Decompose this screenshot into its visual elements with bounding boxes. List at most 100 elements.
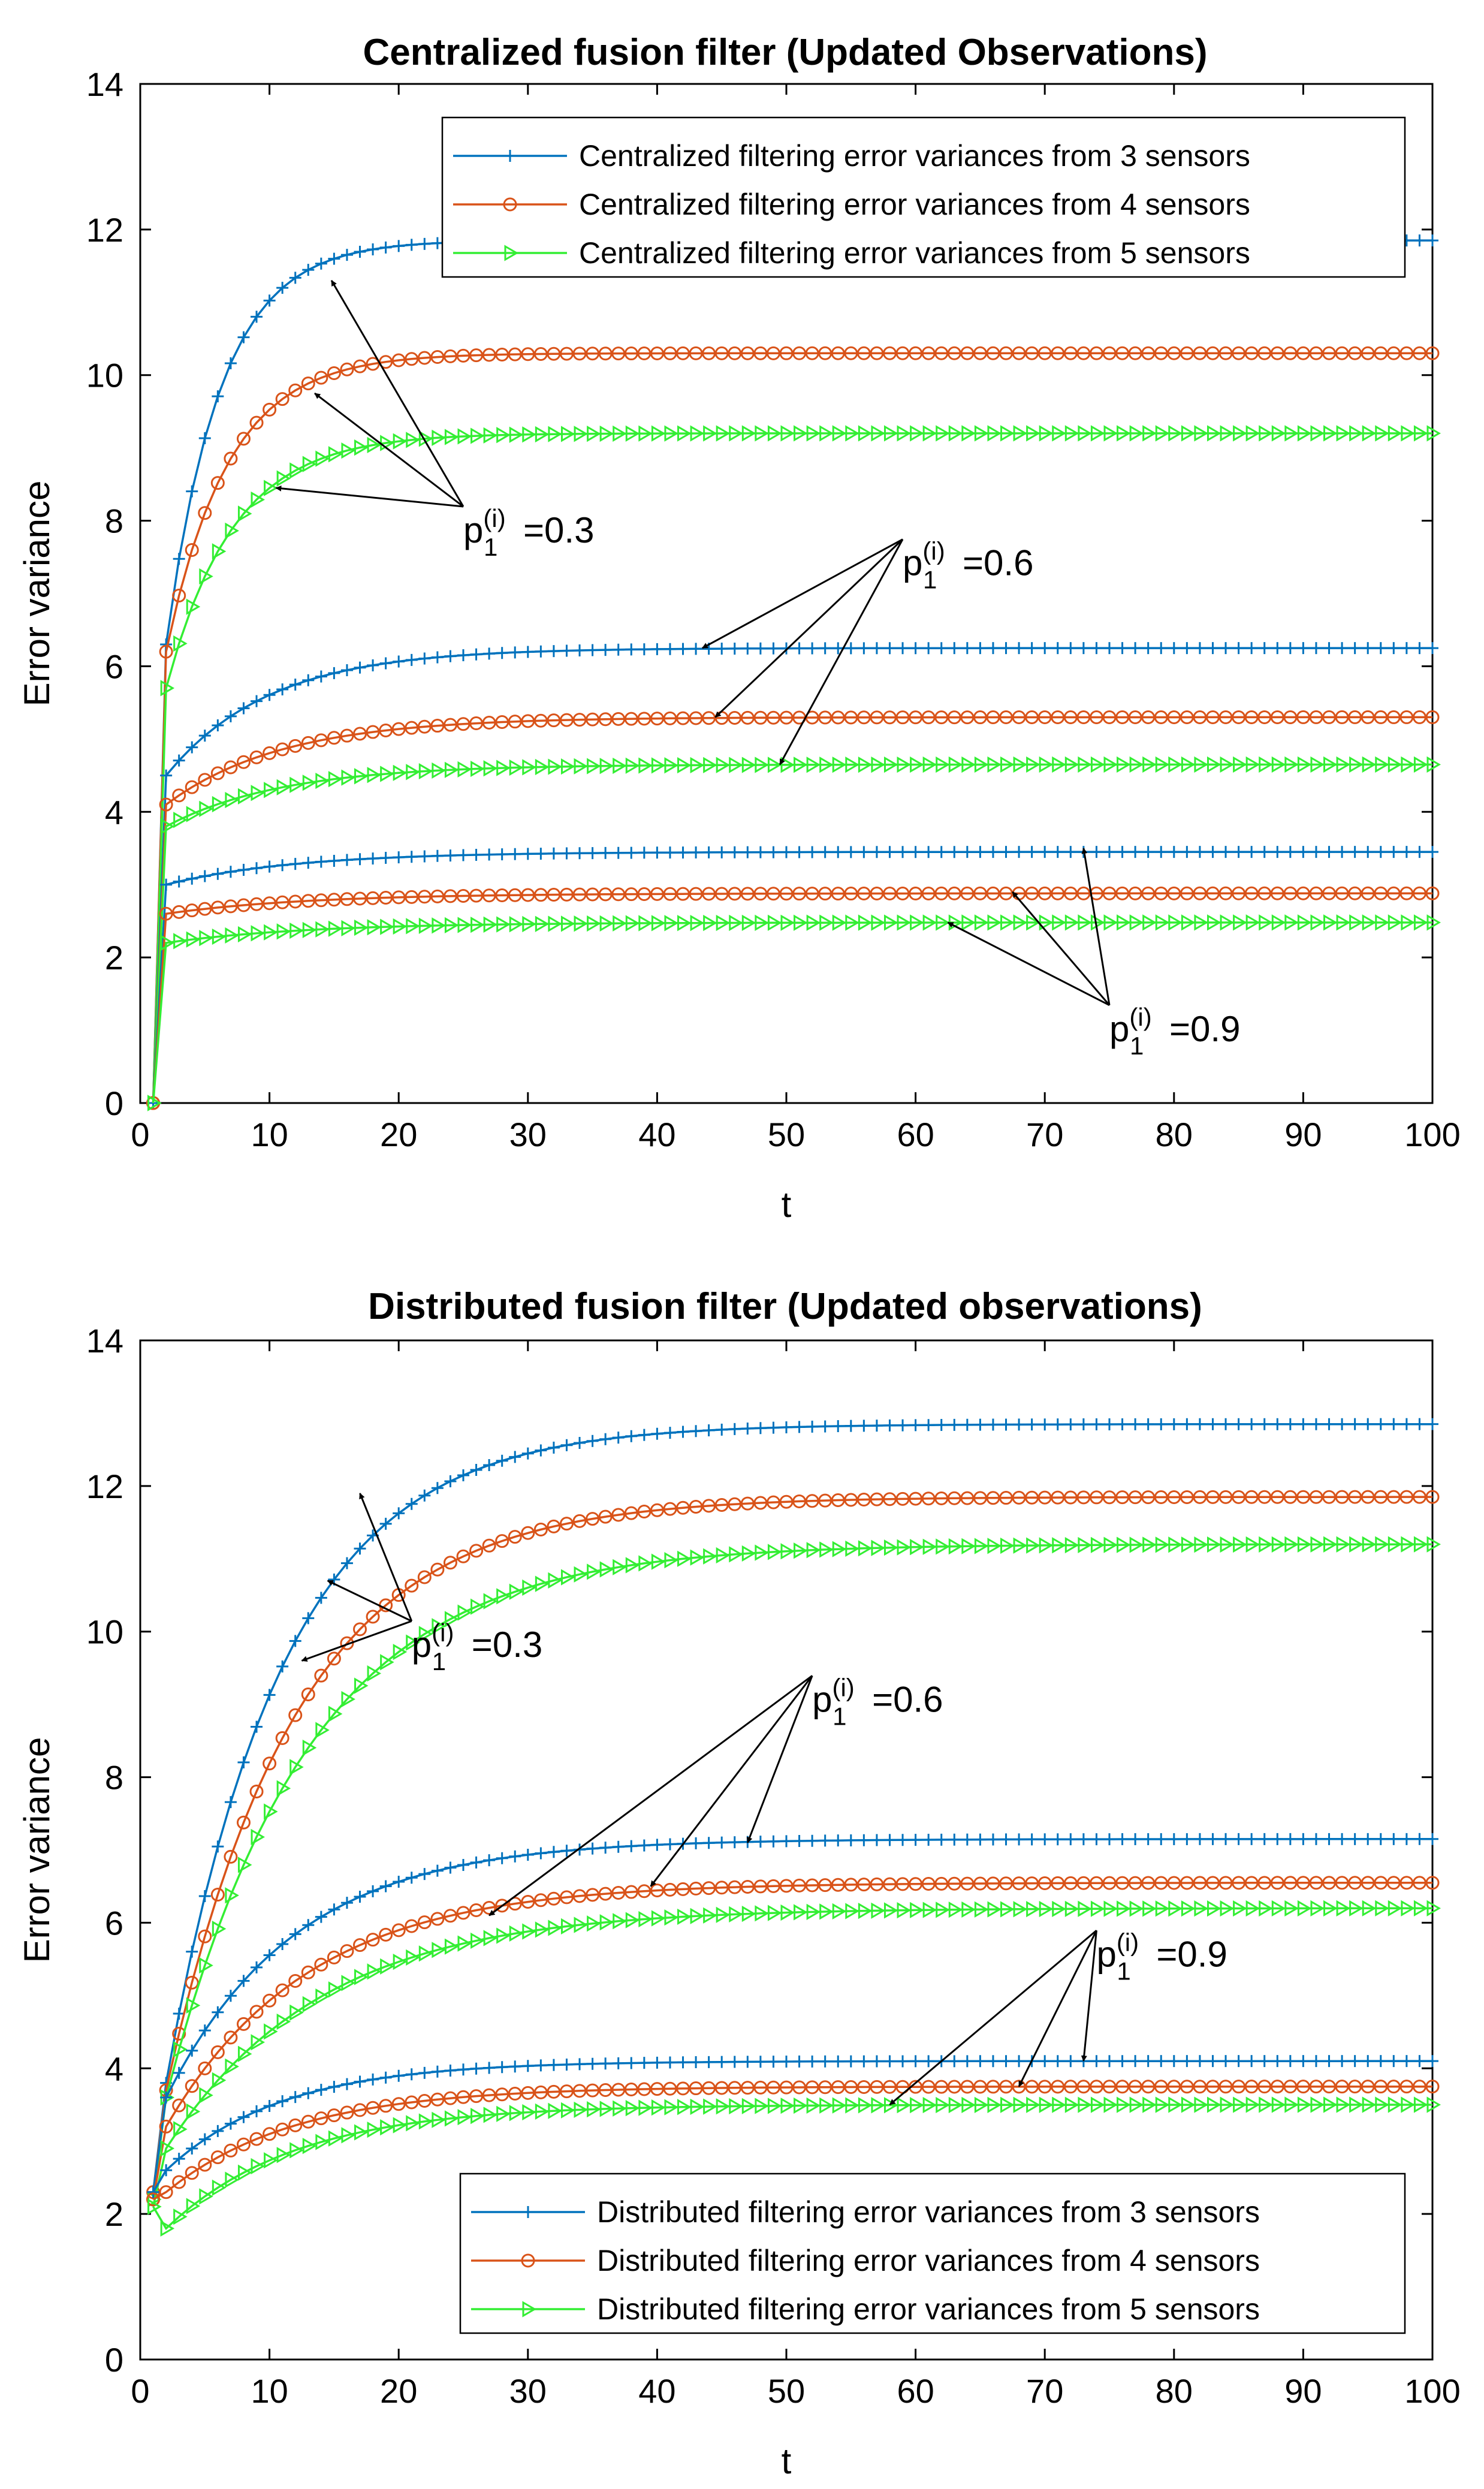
data-point xyxy=(1025,846,1038,858)
x-tick-label: 90 xyxy=(1284,2372,1322,2410)
data-point xyxy=(199,800,213,817)
data-point xyxy=(199,2087,213,2104)
data-point xyxy=(1205,2080,1220,2094)
data-point xyxy=(1374,642,1387,655)
data-point xyxy=(328,1705,343,1722)
data-point xyxy=(1116,1418,1129,1430)
data-point xyxy=(173,754,185,767)
data-point xyxy=(1271,425,1286,442)
data-point xyxy=(792,346,807,360)
data-point xyxy=(637,712,651,726)
data-point xyxy=(1089,1876,1103,1890)
data-point xyxy=(805,2080,819,2095)
data-point xyxy=(237,1857,252,1873)
data-point xyxy=(483,1854,496,1867)
data-point xyxy=(431,849,444,862)
data-point xyxy=(832,1420,844,1433)
data-point xyxy=(922,1538,937,1555)
series-4-sensors-p-0.9 xyxy=(146,2080,1440,2207)
data-point xyxy=(430,719,445,733)
data-point xyxy=(249,415,264,430)
x-tick-label: 10 xyxy=(251,1116,288,1153)
data-point xyxy=(1401,914,1415,931)
data-point xyxy=(185,2079,199,2093)
data-point xyxy=(1348,710,1362,724)
data-point xyxy=(1271,1900,1286,1917)
data-point xyxy=(936,914,950,931)
data-point xyxy=(1181,425,1196,442)
data-point xyxy=(832,642,844,655)
data-point xyxy=(393,764,408,781)
data-point xyxy=(1063,710,1078,724)
data-point xyxy=(508,347,522,361)
data-point xyxy=(1426,425,1441,442)
data-point xyxy=(598,346,613,361)
data-point xyxy=(430,1912,445,1926)
data-point xyxy=(1232,642,1245,655)
data-point xyxy=(974,642,987,655)
data-point xyxy=(987,1418,999,1431)
data-point xyxy=(1128,886,1142,900)
data-point xyxy=(1310,756,1325,773)
data-point xyxy=(1244,1490,1259,1504)
data-point xyxy=(1336,756,1351,773)
data-point xyxy=(1232,2055,1245,2068)
data-point xyxy=(651,757,666,774)
data-point xyxy=(1168,642,1180,655)
data-point xyxy=(379,852,392,864)
data-point xyxy=(716,1836,728,1849)
data-point xyxy=(353,2103,367,2117)
data-point xyxy=(973,710,987,725)
series-4-sensors-p-0.6 xyxy=(146,1876,1440,2207)
data-point xyxy=(638,846,650,859)
data-point xyxy=(574,1917,589,1933)
annotation-arrow xyxy=(1012,891,1111,1006)
data-point xyxy=(314,370,328,385)
data-point xyxy=(598,1509,613,1524)
data-point xyxy=(483,1930,498,1946)
data-point xyxy=(289,1759,304,1776)
annotation-subscript: 1 xyxy=(432,1647,446,1676)
data-point xyxy=(1258,1833,1271,1845)
x-tick-label: 60 xyxy=(897,2372,934,2410)
data-point xyxy=(586,1512,600,1526)
data-point xyxy=(572,2084,587,2098)
data-point xyxy=(1128,1876,1142,1890)
data-point xyxy=(1413,914,1428,931)
data-point xyxy=(921,710,936,725)
data-point xyxy=(961,1901,976,1918)
data-point xyxy=(1193,642,1206,655)
data-point xyxy=(236,432,251,446)
data-point xyxy=(624,887,638,902)
data-point xyxy=(922,2096,937,2114)
data-point xyxy=(380,766,394,782)
data-point xyxy=(1336,1833,1349,1845)
data-point xyxy=(753,346,768,360)
data-point xyxy=(1297,914,1312,931)
data-point xyxy=(560,758,575,775)
data-point xyxy=(1155,756,1170,773)
data-point xyxy=(496,2105,511,2122)
data-point xyxy=(548,1920,562,1936)
data-point xyxy=(1386,2080,1401,2094)
data-point xyxy=(599,2101,614,2117)
data-point xyxy=(236,898,251,912)
data-point xyxy=(1297,756,1312,773)
data-point xyxy=(1103,425,1118,442)
data-point xyxy=(1051,1490,1065,1505)
data-point xyxy=(689,1881,703,1896)
data-point xyxy=(1129,1536,1144,1553)
data-point xyxy=(1309,1490,1323,1504)
data-point xyxy=(651,2056,663,2069)
data-point xyxy=(1167,710,1181,724)
data-point xyxy=(1426,846,1438,858)
data-point xyxy=(380,1958,394,1975)
data-point xyxy=(1013,756,1028,773)
annotation-label: p(i) 1 =0.6 xyxy=(812,1673,943,1730)
data-point xyxy=(1323,846,1335,858)
data-point xyxy=(714,1881,729,1895)
data-point xyxy=(663,346,677,360)
data-point xyxy=(212,719,224,731)
data-point xyxy=(521,1447,534,1460)
data-point xyxy=(509,848,521,860)
